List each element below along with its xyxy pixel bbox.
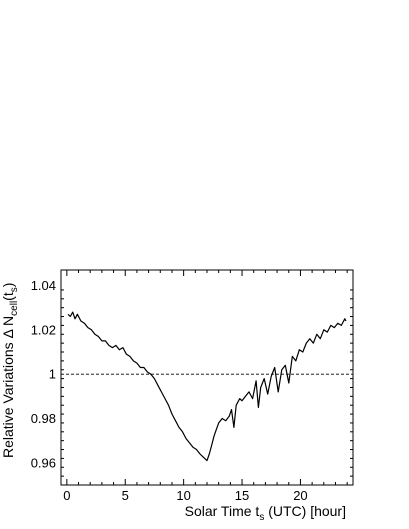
plot-frame (60, 269, 354, 486)
y-tick-label: 1.02 (31, 322, 56, 337)
y-tick-label: 1.04 (31, 278, 56, 293)
x-tick-label: 20 (293, 488, 307, 503)
y-axis-title: Relative Variations Δ Ncell(ts) (0, 283, 20, 458)
y-tick-label: 1 (49, 367, 56, 382)
x-tick-label: 10 (176, 488, 190, 503)
relative-variations-series-line (67, 311, 347, 462)
x-tick-label: 15 (235, 488, 249, 503)
x-tick-label: 5 (122, 488, 129, 503)
x-axis-title: Solar Time ts (UTC) [hour] (185, 503, 346, 523)
y-tick-label: 0.96 (31, 455, 56, 470)
y-axis-ticks: 0.96 0.98 1 1.02 1.04 (31, 278, 353, 486)
x-tick-label: 0 (63, 488, 70, 503)
y-tick-label: 0.98 (31, 411, 56, 426)
x-axis-ticks: 0 5 10 15 20 (63, 270, 348, 503)
